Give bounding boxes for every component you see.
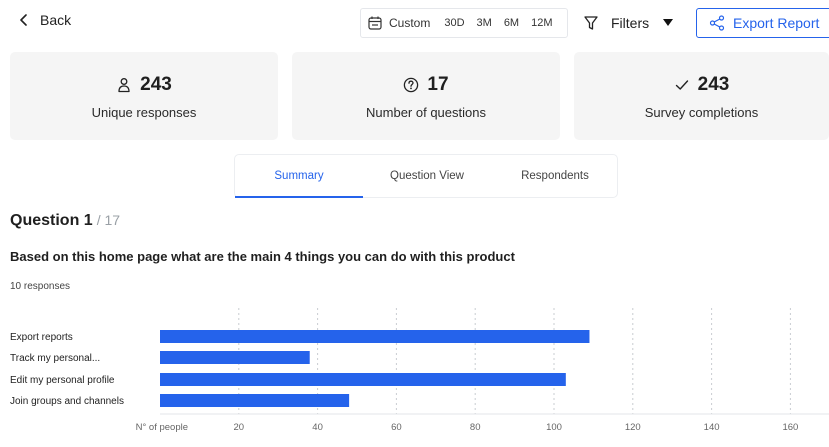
view-tabs: Summary Question View Respondents — [234, 154, 618, 198]
filters-label: Filters — [611, 15, 650, 31]
export-report-button[interactable]: Export Report — [696, 8, 829, 38]
stat-value: 243 — [697, 74, 730, 95]
check-icon — [675, 80, 688, 90]
tab-summary[interactable]: Summary — [235, 155, 363, 198]
export-label: Export Report — [733, 15, 820, 31]
stat-card-unique-responses: 243 Unique responses — [10, 52, 278, 140]
stat-card-number-of-questions: 17 Number of questions — [292, 52, 560, 140]
question-text: Based on this home page what are the mai… — [10, 249, 515, 264]
stat-value: 243 — [140, 74, 172, 95]
x-axis-label: N° of people — [136, 422, 188, 433]
range-option-custom[interactable]: Custom — [389, 16, 431, 30]
range-option-30d[interactable]: 30D — [444, 17, 465, 29]
bar — [160, 351, 310, 364]
x-tick-label: 40 — [312, 422, 323, 433]
stat-card-survey-completions: 243 Survey completions — [574, 52, 829, 140]
x-tick-label: 20 — [234, 422, 245, 433]
category-label: Edit my personal profile — [10, 375, 115, 386]
x-tick-label: 60 — [391, 422, 402, 433]
category-label: Export reports — [10, 332, 73, 343]
stat-value: 17 — [427, 74, 449, 95]
x-tick-label: 100 — [546, 422, 562, 433]
stat-value-row: 243 — [10, 74, 278, 96]
response-count: 10 responses — [10, 281, 71, 292]
stat-value-row: 243 — [574, 74, 829, 96]
bar — [160, 394, 350, 407]
back-button[interactable]: Back — [18, 12, 71, 28]
bar — [160, 373, 566, 386]
tab-question-view[interactable]: Question View — [390, 170, 464, 182]
question-number: Question 1 — [10, 212, 93, 229]
calendar-icon — [368, 16, 382, 30]
date-range-selector: Custom 30D 3M 6M 12M — [360, 8, 568, 38]
x-tick-label: 140 — [704, 422, 720, 433]
x-tick-label: 120 — [625, 422, 641, 433]
funnel-icon — [584, 16, 598, 30]
range-option-3m[interactable]: 3M — [476, 17, 492, 29]
stat-label: Number of questions — [366, 105, 486, 120]
stat-value-row: 17 — [292, 74, 560, 96]
responses-bar-chart: 20 40 60 80 100 120 140 160 N° of people Export r… — [10, 308, 829, 433]
chevron-left-icon — [20, 14, 27, 26]
stat-label: Unique responses — [91, 105, 197, 120]
caret-down-icon — [663, 19, 674, 26]
share-icon — [709, 15, 725, 31]
filters-button[interactable]: Filters — [575, 8, 689, 38]
x-tick-label: 80 — [470, 422, 481, 433]
category-label: Join groups and channels — [10, 396, 124, 407]
question-total: / 17 — [96, 212, 121, 228]
stat-label: Survey completions — [644, 105, 759, 120]
x-tick-label: 160 — [782, 422, 798, 433]
question-title: Question 1/ 17 — [10, 212, 120, 230]
bar — [160, 330, 590, 343]
back-label: Back — [40, 12, 72, 28]
range-option-6m[interactable]: 6M — [503, 17, 520, 29]
top-bar: Back Custom 30D 3M 6M 12M Filters Export… — [0, 0, 829, 46]
range-option-12m[interactable]: 12M — [531, 17, 553, 29]
question-circle-icon — [404, 77, 419, 93]
user-icon — [118, 78, 130, 93]
category-label: Track my personal... — [10, 353, 100, 364]
tab-respondents[interactable]: Respondents — [521, 170, 589, 182]
